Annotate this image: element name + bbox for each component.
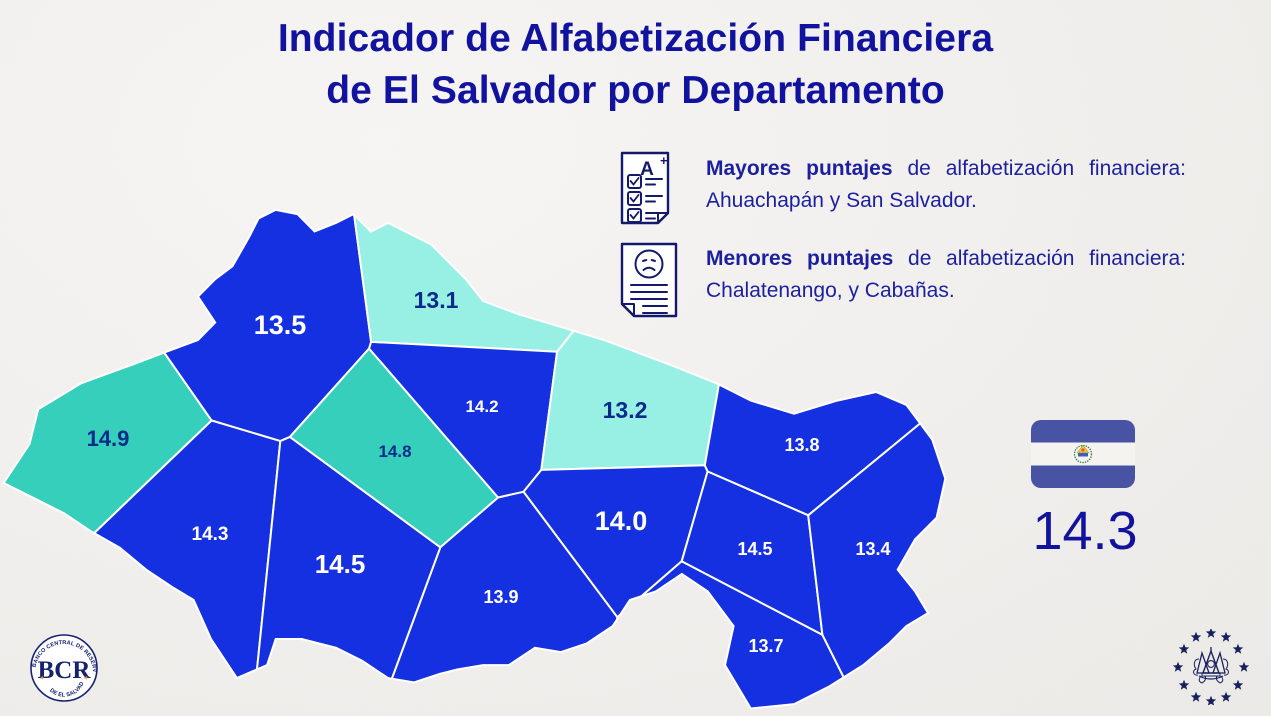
svg-text:A: A — [640, 159, 654, 180]
svg-text:BCR: BCR — [38, 657, 92, 684]
svg-text:13.8: 13.8 — [784, 435, 819, 455]
svg-text:14.2: 14.2 — [465, 397, 498, 416]
svg-text:13.5: 13.5 — [254, 310, 307, 340]
svg-text:14.0: 14.0 — [595, 506, 648, 536]
svg-text:13.9: 13.9 — [483, 587, 518, 607]
svg-text:13.4: 13.4 — [855, 539, 890, 559]
svg-text:14.5: 14.5 — [315, 549, 366, 579]
svg-text:14.8: 14.8 — [378, 442, 411, 461]
svg-text:+: + — [660, 153, 668, 168]
svg-text:13.1: 13.1 — [414, 287, 459, 313]
svg-text:14.9: 14.9 — [87, 426, 130, 451]
svg-text:14.3: 14.3 — [192, 524, 229, 545]
svg-text:13.2: 13.2 — [603, 397, 648, 423]
svg-text:13.7: 13.7 — [748, 636, 783, 656]
svg-text:14.5: 14.5 — [737, 539, 772, 559]
